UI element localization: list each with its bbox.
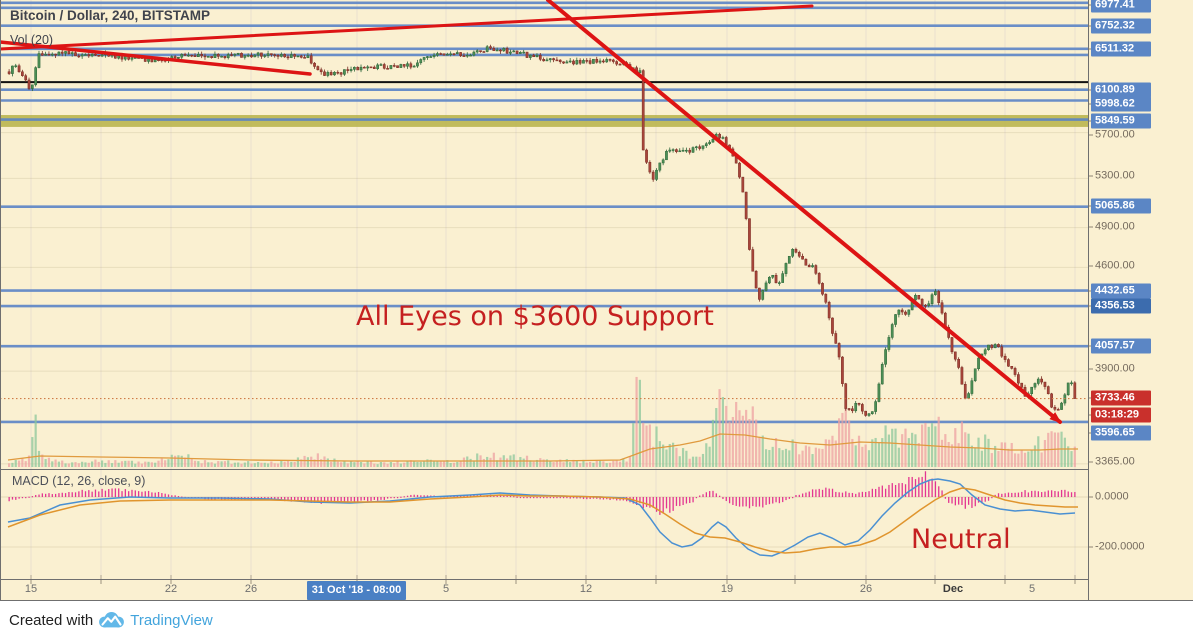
trendline	[0, 4, 814, 51]
price-axis-label: 6100.89	[1091, 82, 1151, 98]
time-axis-label: 5	[1028, 583, 1036, 595]
volume-ma-line	[7, 433, 1078, 462]
tradingview-logo-icon[interactable]	[98, 611, 125, 629]
time-axis-label: 22	[164, 583, 178, 595]
macd-histogram	[8, 471, 1076, 515]
macd-signal-line	[7, 487, 1078, 554]
price-axis-label: 0.0000	[1095, 490, 1129, 503]
price-axis-label: 03:18:29	[1091, 407, 1151, 423]
macd-pane[interactable]	[0, 470, 1088, 579]
price-axis-label: 6511.32	[1091, 41, 1151, 57]
trendline	[0, 40, 312, 76]
pane-separator-macd-time	[0, 579, 1088, 580]
main-pane[interactable]	[0, 0, 1088, 469]
annotation-support-text[interactable]: All Eyes on $3600 Support	[356, 301, 714, 332]
price-axis-label: 4600.00	[1095, 259, 1135, 272]
price-axis-label: 3900.00	[1095, 362, 1135, 375]
price-axis-label: 4432.65	[1091, 283, 1151, 299]
created-with-label: Created with	[9, 611, 94, 629]
pane-separator-main-macd[interactable]	[0, 469, 1088, 470]
annotation-neutral-text[interactable]: Neutral	[911, 524, 1011, 555]
price-axis-label: 5065.86	[1091, 198, 1151, 214]
trendline	[546, 0, 1062, 424]
time-axis-label: 12	[579, 583, 593, 595]
tradingview-brand-link[interactable]: TradingView	[130, 611, 213, 629]
trendline-drawings[interactable]	[0, 0, 1062, 424]
macd-indicator-label[interactable]: MACD (12, 26, close, 9)	[12, 474, 146, 488]
footer: Created with TradingView	[0, 601, 1193, 643]
price-axis-label: 4900.00	[1095, 220, 1135, 233]
time-axis-highlight: 31 Oct '18 - 08:00	[307, 581, 406, 600]
trendline-arrowhead	[1049, 412, 1062, 424]
price-axis-label: 5300.00	[1095, 169, 1135, 182]
time-axis-bottom-border	[0, 600, 1193, 601]
price-axis-label: -200.0000	[1095, 540, 1145, 553]
price-axis-label: 3733.46	[1091, 390, 1151, 406]
time-axis-label: 19	[720, 583, 734, 595]
price-axis-label: 4057.57	[1091, 338, 1151, 354]
volume-indicator-label[interactable]: Vol (20)	[10, 32, 54, 47]
price-axis-label: 6977.41	[1091, 0, 1151, 13]
time-axis-label: Dec	[942, 583, 964, 595]
price-axis-label: 4356.53	[1091, 298, 1151, 314]
price-axis-label: 5849.59	[1091, 113, 1151, 129]
time-axis-label: 5	[442, 583, 450, 595]
time-axis-label: 26	[244, 583, 258, 595]
price-axis-label: 6752.32	[1091, 18, 1151, 34]
olive-band	[0, 115, 1088, 127]
axis-separator[interactable]	[1088, 0, 1089, 601]
chart-legend: Bitcoin / Dollar, 240, BITSTAMP Vol (20)	[10, 8, 210, 47]
price-axis-label: 3596.65	[1091, 425, 1151, 441]
time-axis-label: 26	[859, 583, 873, 595]
price-axis-label: 5700.00	[1095, 128, 1135, 141]
price-axis-label: 3365.00	[1095, 455, 1135, 468]
price-axis-label: 5998.62	[1091, 96, 1151, 112]
time-axis-label: 15	[24, 583, 38, 595]
pane-left-border	[0, 0, 1, 601]
symbol-title: Bitcoin / Dollar, 240, BITSTAMP	[10, 8, 211, 23]
